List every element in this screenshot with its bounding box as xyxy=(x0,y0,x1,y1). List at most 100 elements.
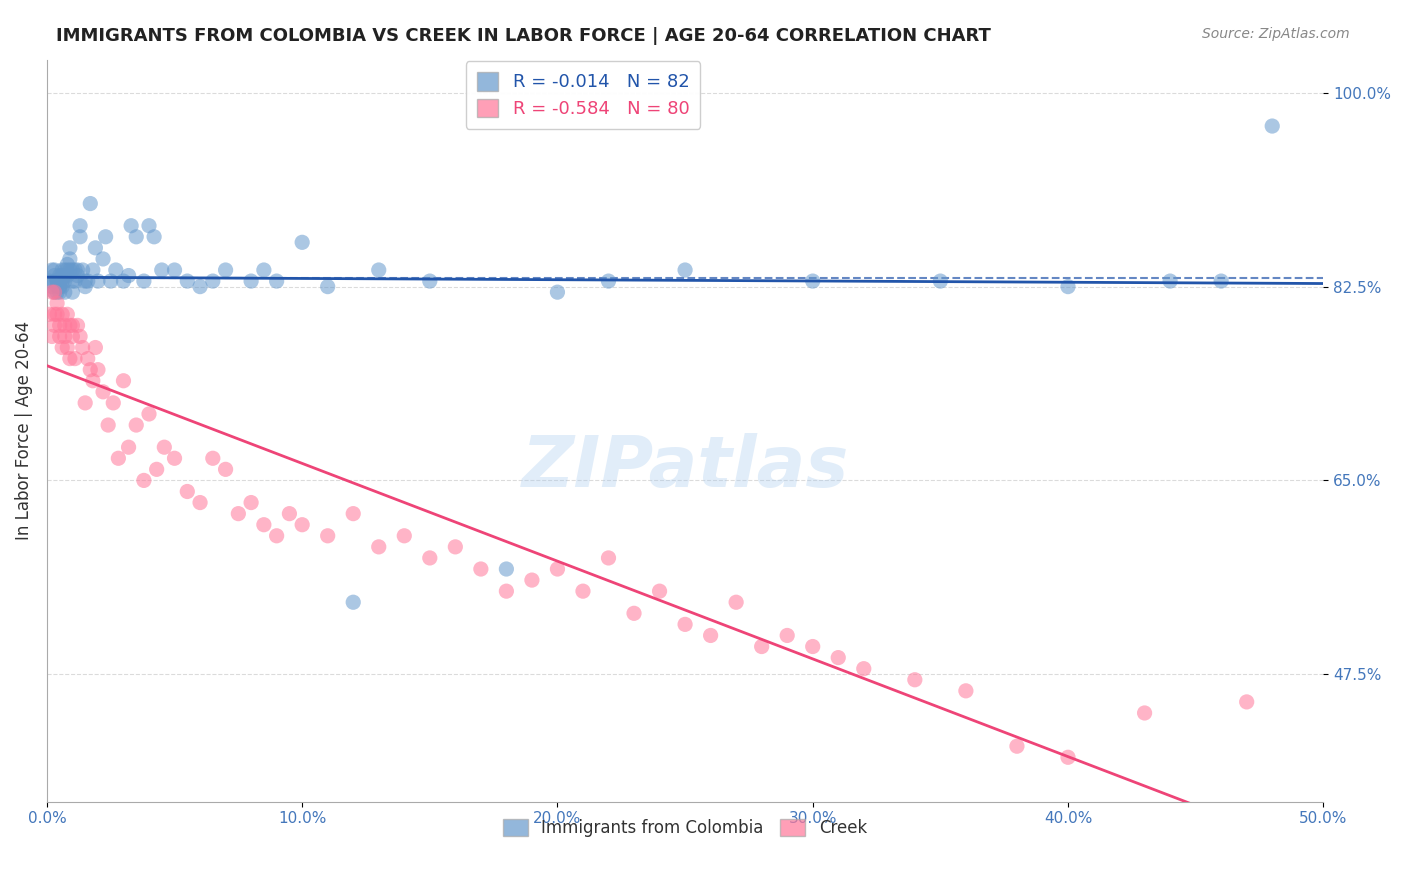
Point xyxy=(91,384,114,399)
Point xyxy=(1261,119,1284,133)
Point xyxy=(94,229,117,244)
Point xyxy=(725,595,748,609)
Point xyxy=(75,274,97,288)
Point xyxy=(56,341,79,355)
Point xyxy=(82,374,104,388)
Point xyxy=(546,562,568,576)
Point xyxy=(342,595,364,609)
Point xyxy=(240,274,263,288)
Point xyxy=(87,362,110,376)
Point xyxy=(38,274,60,288)
Point xyxy=(1057,279,1080,293)
Point xyxy=(51,279,73,293)
Point xyxy=(176,484,198,499)
Point xyxy=(38,307,60,321)
Point xyxy=(214,462,236,476)
Point xyxy=(51,341,73,355)
Point xyxy=(53,263,76,277)
Point xyxy=(62,285,84,300)
Point xyxy=(87,274,110,288)
Legend: Immigrants from Colombia, Creek: Immigrants from Colombia, Creek xyxy=(495,810,876,846)
Point xyxy=(751,640,773,654)
Point xyxy=(41,279,63,293)
Point xyxy=(1159,274,1181,288)
Point xyxy=(291,517,314,532)
Point xyxy=(75,396,97,410)
Point xyxy=(46,285,69,300)
Point xyxy=(84,241,107,255)
Point xyxy=(62,329,84,343)
Point xyxy=(51,274,73,288)
Point xyxy=(163,451,186,466)
Point xyxy=(59,351,82,366)
Point xyxy=(117,440,139,454)
Point xyxy=(623,607,645,621)
Point xyxy=(419,274,441,288)
Point xyxy=(648,584,671,599)
Point xyxy=(44,307,66,321)
Point xyxy=(117,268,139,283)
Point xyxy=(228,507,250,521)
Point xyxy=(51,263,73,277)
Point xyxy=(63,263,86,277)
Point xyxy=(132,274,155,288)
Point xyxy=(546,285,568,300)
Point xyxy=(188,279,211,293)
Point xyxy=(44,263,66,277)
Point xyxy=(929,274,952,288)
Point xyxy=(673,617,696,632)
Point xyxy=(48,285,70,300)
Point xyxy=(367,540,389,554)
Point xyxy=(44,274,66,288)
Point xyxy=(278,507,301,521)
Point xyxy=(673,263,696,277)
Point xyxy=(51,307,73,321)
Point xyxy=(48,279,70,293)
Point xyxy=(699,628,721,642)
Point xyxy=(598,274,620,288)
Point xyxy=(150,263,173,277)
Point xyxy=(63,351,86,366)
Point xyxy=(69,219,91,233)
Point xyxy=(112,274,135,288)
Point xyxy=(112,374,135,388)
Point xyxy=(66,318,89,333)
Point xyxy=(125,418,148,433)
Point xyxy=(598,550,620,565)
Point xyxy=(188,495,211,509)
Point xyxy=(41,263,63,277)
Point xyxy=(120,219,142,233)
Point xyxy=(62,274,84,288)
Point xyxy=(51,268,73,283)
Point xyxy=(266,274,288,288)
Point xyxy=(520,573,543,587)
Point xyxy=(53,274,76,288)
Point xyxy=(59,241,82,255)
Text: IMMIGRANTS FROM COLOMBIA VS CREEK IN LABOR FORCE | AGE 20-64 CORRELATION CHART: IMMIGRANTS FROM COLOMBIA VS CREEK IN LAB… xyxy=(56,27,991,45)
Point xyxy=(84,341,107,355)
Point xyxy=(62,318,84,333)
Point xyxy=(201,274,224,288)
Point xyxy=(955,683,977,698)
Point xyxy=(53,285,76,300)
Point xyxy=(153,440,176,454)
Point xyxy=(1211,274,1233,288)
Point xyxy=(107,451,129,466)
Point xyxy=(59,318,82,333)
Point xyxy=(419,550,441,565)
Point xyxy=(44,318,66,333)
Point xyxy=(801,274,824,288)
Point xyxy=(138,219,160,233)
Point xyxy=(132,474,155,488)
Point xyxy=(48,329,70,343)
Point xyxy=(59,263,82,277)
Point xyxy=(214,263,236,277)
Point xyxy=(79,196,101,211)
Point xyxy=(145,462,167,476)
Point xyxy=(44,285,66,300)
Point xyxy=(79,362,101,376)
Point xyxy=(291,235,314,250)
Point xyxy=(48,318,70,333)
Point xyxy=(316,279,339,293)
Point xyxy=(572,584,595,599)
